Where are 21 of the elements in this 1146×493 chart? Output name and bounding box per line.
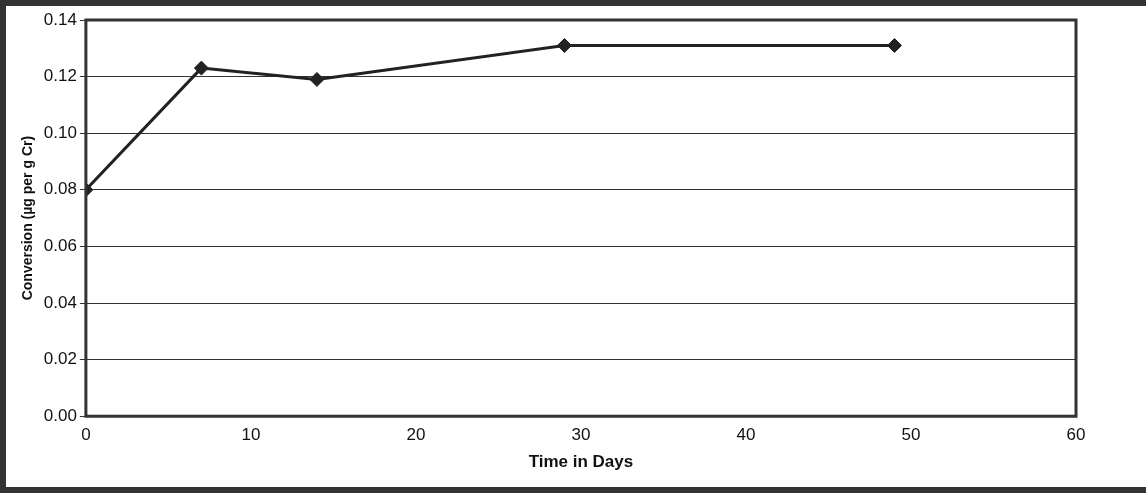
point (886, 37, 902, 53)
y-tick-label: 0.14 (43, 9, 77, 29)
x-axis-title: Time in Days (528, 452, 634, 472)
x-tick-label: 40 (736, 425, 756, 445)
y-tick-label: 0.12 (43, 66, 77, 86)
x-tick-label: 50 (901, 425, 921, 445)
point (193, 60, 209, 76)
x-tick-label: 10 (241, 425, 261, 445)
y-tick-label: 0.04 (43, 292, 77, 312)
y-tick-label: 0.00 (43, 405, 77, 425)
y-axis-title: Conversion (µg per g Cr) (19, 135, 36, 301)
y-tick-label: 0.06 (43, 236, 77, 256)
point (556, 37, 572, 53)
y-tick-label: 0.08 (43, 179, 77, 199)
x-tick-label: 60 (1066, 425, 1086, 445)
x-tick-label: 20 (406, 425, 426, 445)
x-tick-label: 30 (571, 425, 591, 445)
point (309, 71, 325, 87)
x-tick-label: 0 (81, 425, 91, 445)
y-tick-label: 0.10 (43, 122, 77, 142)
y-tick-label: 0.02 (43, 349, 77, 369)
